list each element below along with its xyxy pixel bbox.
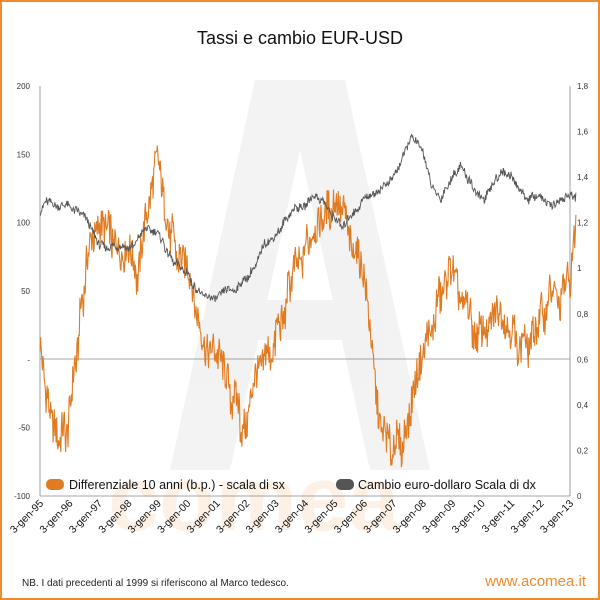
left-tick-label: - <box>27 355 30 364</box>
legend-label-differenziale: Differenziale 10 anni (b.p.) - scala di … <box>69 478 286 492</box>
left-tick-label: 200 <box>17 82 31 91</box>
left-tick-label: -100 <box>14 492 31 501</box>
footnote: NB. I dati precedenti al 1999 si riferis… <box>22 578 289 589</box>
series-line-differenziale <box>39 145 577 468</box>
right-axis-ticks: 0 0,2 0,4 0,6 0,8 1 1,2 1,4 1,6 1,8 <box>577 82 589 501</box>
legend-swatch-cambio <box>336 479 354 490</box>
website-link[interactable]: www.acomea.it <box>485 573 586 590</box>
watermark-logo <box>170 80 430 470</box>
right-tick-label: 1,2 <box>577 219 589 228</box>
legend-label-cambio: Cambio euro-dollaro Scala di dx <box>358 478 537 492</box>
right-tick-label: 0,8 <box>577 310 589 319</box>
left-tick-label: 150 <box>17 150 31 159</box>
watermark-text: comea <box>108 448 400 550</box>
left-tick-label: -50 <box>18 424 30 433</box>
series-line-cambio <box>39 133 577 302</box>
right-tick-label: 0,6 <box>577 355 589 364</box>
left-tick-label: 100 <box>17 219 31 228</box>
right-tick-label: 1 <box>577 264 582 273</box>
right-tick-label: 0 <box>577 492 582 501</box>
legend-swatch-differenziale <box>46 479 64 490</box>
right-tick-label: 0,4 <box>577 401 589 410</box>
chart-title: Tassi e cambio EUR-USD <box>196 28 404 48</box>
left-tick-label: 50 <box>21 287 30 296</box>
right-tick-label: 1,6 <box>577 128 589 137</box>
right-tick-label: 1,4 <box>577 173 589 182</box>
right-tick-label: 1,8 <box>577 82 589 91</box>
legend: Differenziale 10 anni (b.p.) - scala di … <box>46 478 537 492</box>
right-tick-label: 0,2 <box>577 446 589 455</box>
series-layer <box>39 133 577 468</box>
